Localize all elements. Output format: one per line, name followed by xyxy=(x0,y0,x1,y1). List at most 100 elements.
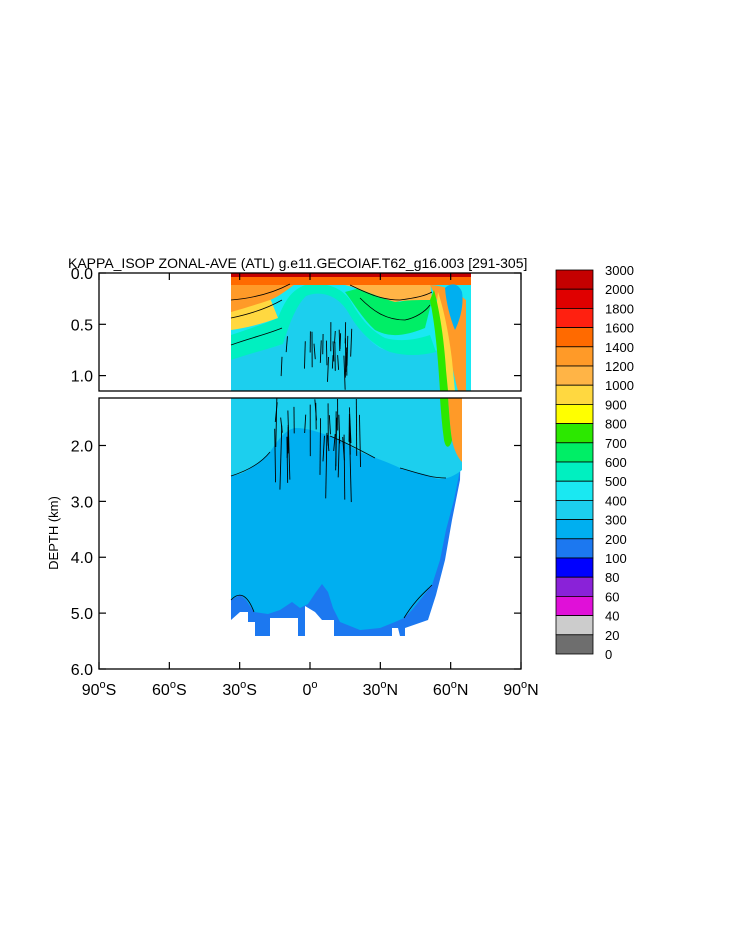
upper-panel-field xyxy=(230,273,471,391)
streak xyxy=(285,336,288,353)
x-tick-label: 30oN xyxy=(363,679,398,699)
streak xyxy=(304,341,306,369)
colorbar-label: 1200 xyxy=(605,359,634,374)
colorbar-swatch xyxy=(555,384,594,405)
y-tick-label: 4.0 xyxy=(71,550,93,567)
streak xyxy=(334,330,336,344)
upper-field-boundary-yellow xyxy=(436,292,455,391)
x-axis: 90oS 60oS 30oS 0o 30oN 60oN 90oN xyxy=(82,273,539,699)
streak xyxy=(313,343,316,360)
upper-field-orange xyxy=(231,280,300,312)
streak xyxy=(325,340,328,366)
streak xyxy=(325,432,328,499)
colorbar-swatch xyxy=(555,615,594,636)
x-tick-label: 90oN xyxy=(503,679,538,699)
colorbar-swatch xyxy=(555,596,594,617)
upper-field-orange-east xyxy=(345,280,432,302)
lower-field-streaks xyxy=(274,398,362,503)
colorbar-swatch xyxy=(555,576,594,597)
x-tick-label: 30oS xyxy=(222,679,257,699)
lower-field-boundary-orange xyxy=(448,398,462,462)
upper-field-intermediate xyxy=(231,289,445,391)
upper-field-top-band xyxy=(231,273,471,277)
colorbar-label: 300 xyxy=(605,513,627,528)
streak xyxy=(319,340,322,363)
colorbar-label: 20 xyxy=(605,628,619,643)
colorbar-swatch xyxy=(555,307,594,328)
colorbar-label: 100 xyxy=(605,551,627,566)
upper-field-boundary-green xyxy=(430,290,448,391)
upper-field-yellow xyxy=(231,298,278,330)
y-tick-label: 2.0 xyxy=(71,438,93,455)
streak xyxy=(350,328,353,357)
streak xyxy=(286,436,289,483)
upper-field-upper-mid xyxy=(231,284,436,360)
chart-title: KAPPA_ISOP ZONAL-AVE (ATL) g.e11.GECOIAF… xyxy=(68,255,527,271)
lower-field-intermediate xyxy=(231,398,462,479)
upper-y-axis: 0.0 0.5 1.0 xyxy=(71,266,521,386)
y-tick-label: 0.0 xyxy=(71,266,93,283)
y-tick-label: 6.0 xyxy=(71,662,93,679)
colorbar-label: 1800 xyxy=(605,301,634,316)
streak xyxy=(343,355,346,390)
colorbar-swatch xyxy=(555,480,594,501)
upper-field-arctic-pocket xyxy=(445,284,463,330)
colorbar-label: 700 xyxy=(605,436,627,451)
y-tick-label: 0.5 xyxy=(71,317,93,334)
lower-field-contours xyxy=(230,435,447,619)
streak xyxy=(287,410,291,480)
colorbar-label: 600 xyxy=(605,455,627,470)
colorbar-label: 60 xyxy=(605,589,619,604)
colorbar-label: 40 xyxy=(605,609,619,624)
colorbar-swatch xyxy=(555,423,594,444)
colorbar-swatch xyxy=(555,403,594,424)
streak xyxy=(327,356,329,382)
y-tick-label: 1.0 xyxy=(71,369,93,386)
streak xyxy=(343,434,346,500)
colorbar-label: 0 xyxy=(605,647,612,662)
upper-field-contours xyxy=(230,283,433,346)
colorbar-swatch xyxy=(555,519,594,540)
colorbar-label: 200 xyxy=(605,532,627,547)
streak xyxy=(280,356,283,377)
streak xyxy=(337,435,340,478)
colorbar-swatch xyxy=(555,499,594,520)
x-tick-label: 60oS xyxy=(152,679,187,699)
colorbar: 3000200018001600140012001000900800700600… xyxy=(555,263,634,662)
colorbar-swatch xyxy=(555,538,594,559)
streak xyxy=(274,428,277,483)
colorbar-label: 800 xyxy=(605,417,627,432)
colorbar-swatch xyxy=(555,442,594,463)
colorbar-swatch xyxy=(555,557,594,578)
streak xyxy=(342,436,345,461)
colorbar-label: 900 xyxy=(605,397,627,412)
x-tick-label: 90oS xyxy=(82,679,117,699)
y-tick-label: 5.0 xyxy=(71,606,93,623)
upper-field-streaks xyxy=(280,322,353,390)
streak xyxy=(333,433,336,452)
lower-y-axis: 2.0 3.0 4.0 5.0 6.0 xyxy=(71,438,521,679)
streak xyxy=(337,355,340,370)
colorbar-swatch xyxy=(555,346,594,367)
colorbar-swatch xyxy=(555,365,594,386)
y-tick-label: 3.0 xyxy=(71,494,93,511)
streak xyxy=(331,355,334,369)
colorbar-swatch xyxy=(555,327,594,348)
colorbar-label: 1600 xyxy=(605,321,634,336)
streak xyxy=(339,333,342,350)
streak xyxy=(332,341,335,362)
streak xyxy=(346,335,349,366)
upper-field-dark-red-band xyxy=(231,277,471,285)
colorbar-swatch xyxy=(555,269,594,290)
colorbar-label: 1400 xyxy=(605,340,634,355)
colorbar-label: 3000 xyxy=(605,263,634,278)
streak xyxy=(322,435,325,462)
colorbar-swatch xyxy=(555,634,594,655)
colorbar-label: 400 xyxy=(605,493,627,508)
lower-field-boundary-green xyxy=(440,398,452,447)
colorbar-swatch xyxy=(555,288,594,309)
colorbar-label: 80 xyxy=(605,570,619,585)
x-tick-label: 60oN xyxy=(433,679,468,699)
y-axis-label: DEPTH (km) xyxy=(46,496,61,570)
